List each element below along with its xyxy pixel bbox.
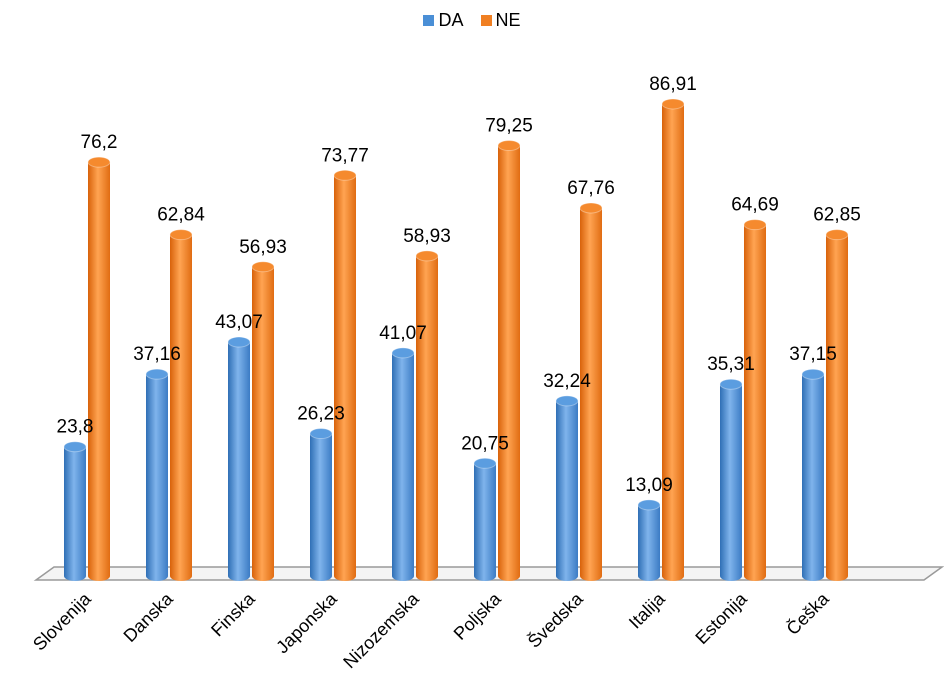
bar-ne-3 <box>251 261 275 581</box>
data-label-ne-3: 56,93 <box>239 237 287 258</box>
legend-item-da: DA <box>423 10 463 31</box>
bar-ne-10 <box>825 229 849 581</box>
data-label-ne-1: 76,2 <box>81 132 118 153</box>
data-label-da-8: 13,09 <box>625 475 673 496</box>
category-label-2: Danska <box>120 588 178 646</box>
bar-da-3 <box>227 336 251 581</box>
data-label-ne-9: 64,69 <box>731 195 779 216</box>
data-label-ne-7: 67,76 <box>567 178 615 199</box>
category-label-1: Slovenija <box>29 588 95 654</box>
bar-da-8 <box>637 499 661 581</box>
data-label-da-5: 41,07 <box>379 323 427 344</box>
data-label-ne-2: 62,84 <box>157 205 205 226</box>
data-label-da-1: 23,8 <box>57 417 94 438</box>
bar-da-9 <box>719 378 743 581</box>
data-label-ne-4: 73,77 <box>321 145 369 166</box>
bar-da-1 <box>63 441 87 581</box>
bar-ne-1 <box>87 156 111 581</box>
data-label-da-10: 37,15 <box>789 344 837 365</box>
data-label-ne-10: 62,85 <box>813 205 861 226</box>
legend-label-ne: NE <box>495 10 521 30</box>
legend: DA NE <box>0 10 944 31</box>
bar-ne-4 <box>333 169 357 581</box>
data-label-da-7: 32,24 <box>543 371 591 392</box>
category-label-6: Poljska <box>450 588 506 644</box>
bar-da-10 <box>801 368 825 581</box>
bar-da-7 <box>555 395 579 581</box>
legend-item-ne: NE <box>480 10 521 31</box>
data-label-da-4: 26,23 <box>297 404 345 425</box>
data-labels-group: 23,8 76,2 37,16 62,84 43,07 56,93 26,23 73,77 41… <box>57 74 861 496</box>
bars-group <box>63 98 849 581</box>
data-label-ne-5: 58,93 <box>403 226 451 247</box>
category-label-9: Estonija <box>691 588 751 648</box>
category-label-7: Švedska <box>523 587 587 651</box>
bar-da-4 <box>309 428 333 581</box>
data-label-da-2: 37,16 <box>133 344 181 365</box>
bar-ne-7 <box>579 202 603 581</box>
data-label-da-6: 20,75 <box>461 433 509 454</box>
bar-ne-5 <box>415 250 439 581</box>
data-label-da-3: 43,07 <box>215 312 263 333</box>
bar-ne-2 <box>169 229 193 581</box>
bar-ne-8 <box>661 98 685 581</box>
data-label-ne-6: 79,25 <box>485 116 533 137</box>
data-label-ne-8: 86,91 <box>649 74 697 95</box>
category-label-4: Japonska <box>272 588 341 657</box>
legend-label-da: DA <box>438 10 464 30</box>
bar-da-6 <box>473 457 497 581</box>
category-label-8: Italija <box>625 588 670 633</box>
category-label-10: Češka <box>782 587 834 639</box>
bar-ne-6 <box>497 140 521 581</box>
category-label-5: Nizozemska <box>339 588 423 672</box>
legend-swatch-ne <box>480 15 492 26</box>
category-label-3: Finska <box>207 588 259 640</box>
data-label-da-9: 35,31 <box>707 354 755 375</box>
bar-da-2 <box>145 368 169 581</box>
bar-ne-9 <box>743 219 767 581</box>
bar-da-5 <box>391 347 415 581</box>
legend-swatch-da <box>423 15 435 26</box>
